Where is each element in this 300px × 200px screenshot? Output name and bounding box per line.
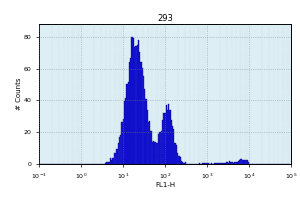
Title: 293: 293 [157,14,173,23]
X-axis label: FL1-H: FL1-H [155,182,175,188]
Y-axis label: # Counts: # Counts [16,78,22,110]
